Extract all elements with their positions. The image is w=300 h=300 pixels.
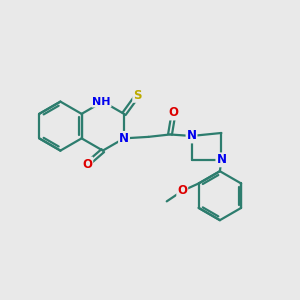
- Text: NH: NH: [92, 97, 111, 106]
- Text: O: O: [169, 106, 178, 119]
- Text: O: O: [177, 184, 187, 197]
- Text: N: N: [119, 132, 129, 145]
- Text: N: N: [187, 130, 196, 142]
- Text: O: O: [82, 158, 92, 170]
- Text: N: N: [216, 153, 226, 167]
- Text: S: S: [133, 89, 142, 102]
